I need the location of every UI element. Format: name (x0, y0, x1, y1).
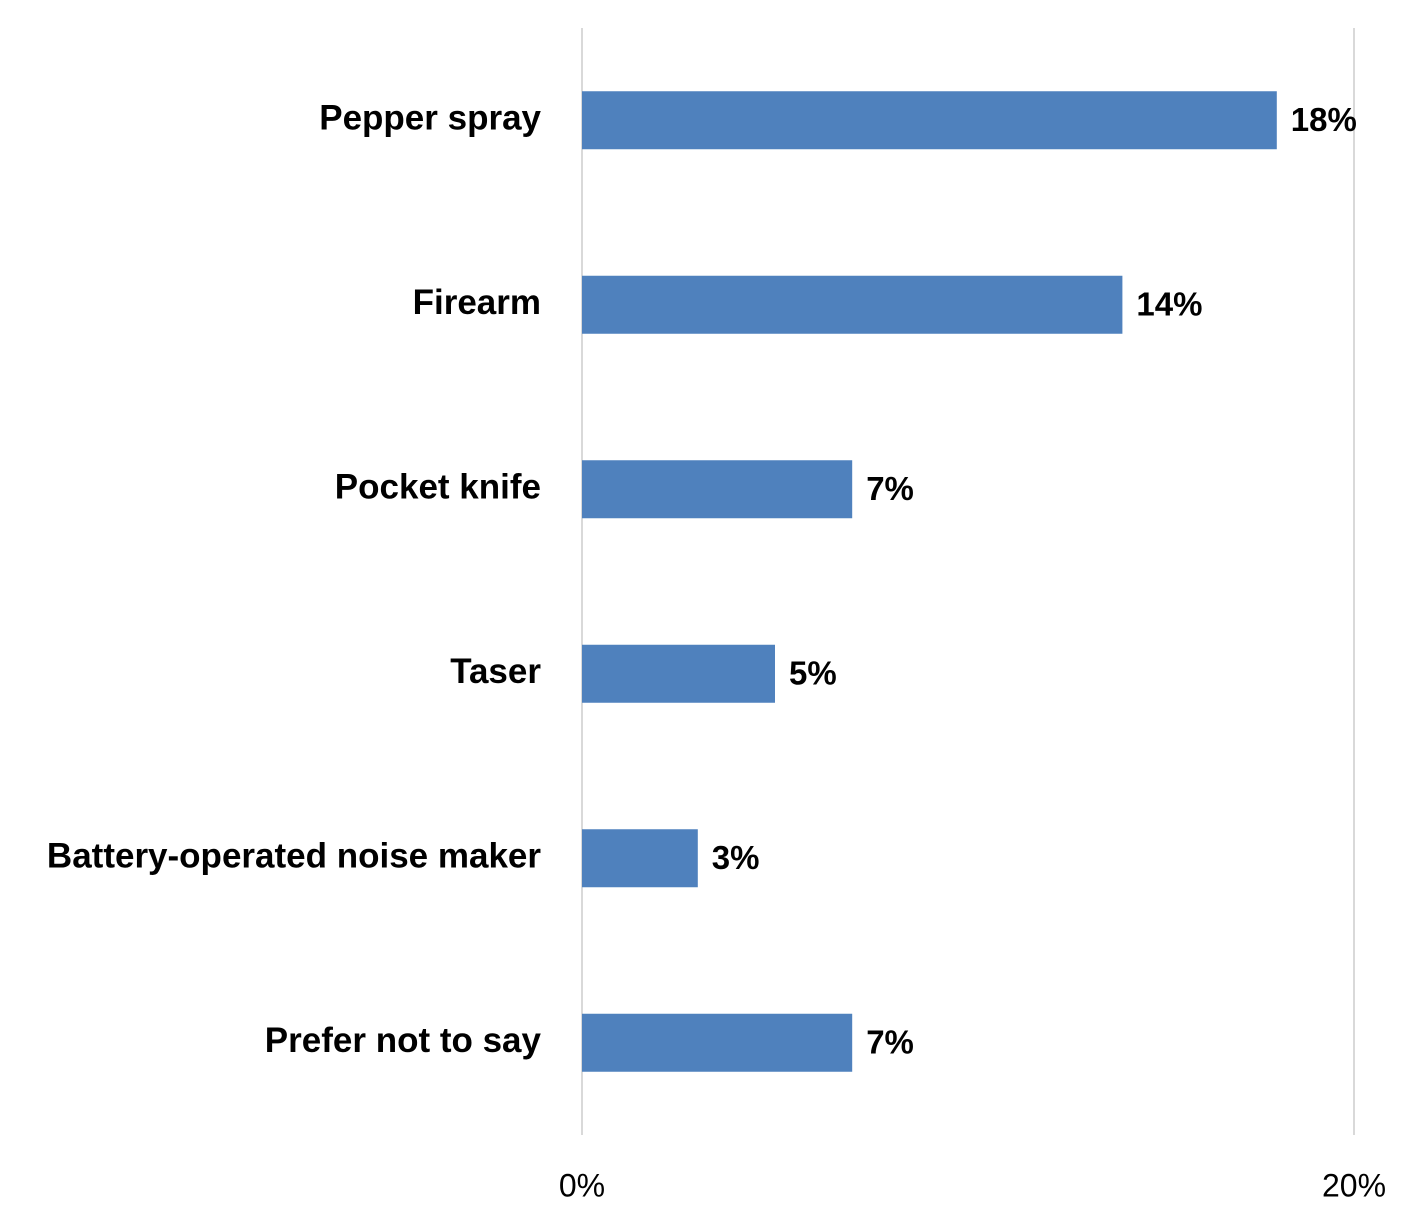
x-tick-label: 20% (1322, 1167, 1386, 1203)
y-tick-label: Pepper spray (319, 99, 541, 138)
data-label: 5% (789, 654, 837, 691)
bar (582, 644, 775, 703)
data-label: 14% (1136, 285, 1202, 322)
data-label: 3% (712, 839, 760, 876)
bar (582, 460, 853, 519)
data-label: 18% (1291, 101, 1357, 138)
y-tick-label: Firearm (413, 283, 541, 322)
y-tick-label: Battery-operated noise maker (47, 837, 541, 876)
bar (582, 275, 1123, 334)
bar (582, 91, 1277, 150)
x-tick-label: 0% (559, 1167, 605, 1203)
y-tick-label: Taser (450, 652, 541, 691)
y-tick-label: Prefer not to say (265, 1021, 542, 1060)
bar (582, 829, 698, 888)
y-tick-label: Pocket knife (335, 468, 541, 507)
bar (582, 1013, 853, 1072)
data-label: 7% (866, 1023, 914, 1060)
data-label: 7% (866, 470, 914, 507)
